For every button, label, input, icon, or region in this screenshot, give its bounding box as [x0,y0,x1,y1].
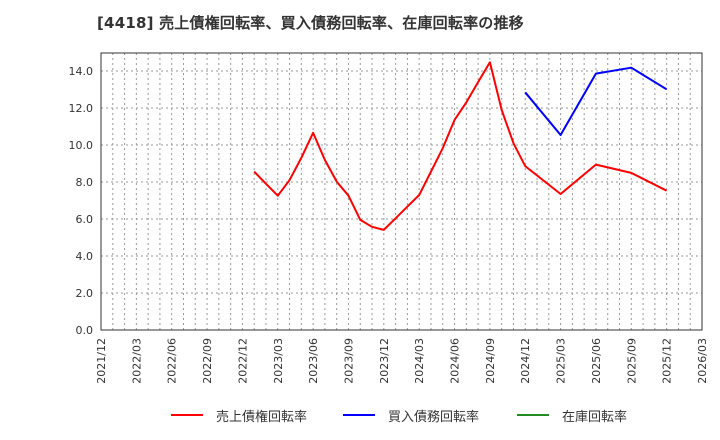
svg-text:2025/03: 2025/03 [555,338,568,384]
plot-frame [100,52,703,331]
svg-text:14.0: 14.0 [69,65,94,78]
grid-lines [101,53,702,330]
svg-text:2022/12: 2022/12 [236,338,249,384]
legend-label: 売上債権回転率 [216,409,308,425]
legend-item-receivables-turnover: 売上債権回転率 [171,405,307,425]
svg-text:2025/06: 2025/06 [590,338,603,384]
x-axis: 2021/12 2022/03 2022/06 2022/09 2022/12 2023/… [95,338,709,384]
svg-text:12.0: 12.0 [69,102,94,115]
svg-text:2025/09: 2025/09 [625,338,638,384]
svg-text:2023/12: 2023/12 [378,338,391,384]
svg-text:2022/03: 2022/03 [130,338,143,384]
svg-text:2023/09: 2023/09 [342,338,355,384]
legend-item-payables-turnover: 買入債務回転率 [343,405,479,425]
svg-text:2021/12: 2021/12 [95,338,108,384]
svg-text:2023/06: 2023/06 [307,338,320,384]
legend-swatch-green [517,414,549,416]
svg-text:2024/09: 2024/09 [484,338,497,384]
legend: 売上債権回転率 買入債務回転率 在庫回転率 [0,405,720,425]
svg-text:2024/06: 2024/06 [449,338,462,384]
y-axis: 0.0 2.0 4.0 6.0 8.0 10.0 12.0 14.0 [69,65,94,337]
legend-item-inventory-turnover: 在庫回転率 [517,405,627,425]
svg-text:2025/12: 2025/12 [661,338,674,384]
svg-text:2024/12: 2024/12 [519,338,532,384]
svg-text:8.0: 8.0 [76,176,94,189]
svg-text:0.0: 0.0 [76,324,94,337]
legend-swatch-blue [343,414,375,416]
svg-text:2022/09: 2022/09 [201,338,214,384]
series-lines [253,61,668,231]
svg-text:4.0: 4.0 [76,250,94,263]
legend-label: 買入債務回転率 [388,409,480,425]
svg-text:2022/06: 2022/06 [166,338,179,384]
svg-text:10.0: 10.0 [69,139,94,152]
svg-text:2.0: 2.0 [76,287,94,300]
svg-text:2026/03: 2026/03 [696,338,709,384]
legend-swatch-red [171,414,203,416]
svg-text:6.0: 6.0 [76,213,94,226]
svg-text:2024/03: 2024/03 [413,338,426,384]
svg-text:2023/03: 2023/03 [272,338,285,384]
legend-label: 在庫回転率 [562,409,628,425]
chart-title: [4418] 売上債権回転率、買入債務回転率、在庫回転率の推移 [97,14,524,32]
